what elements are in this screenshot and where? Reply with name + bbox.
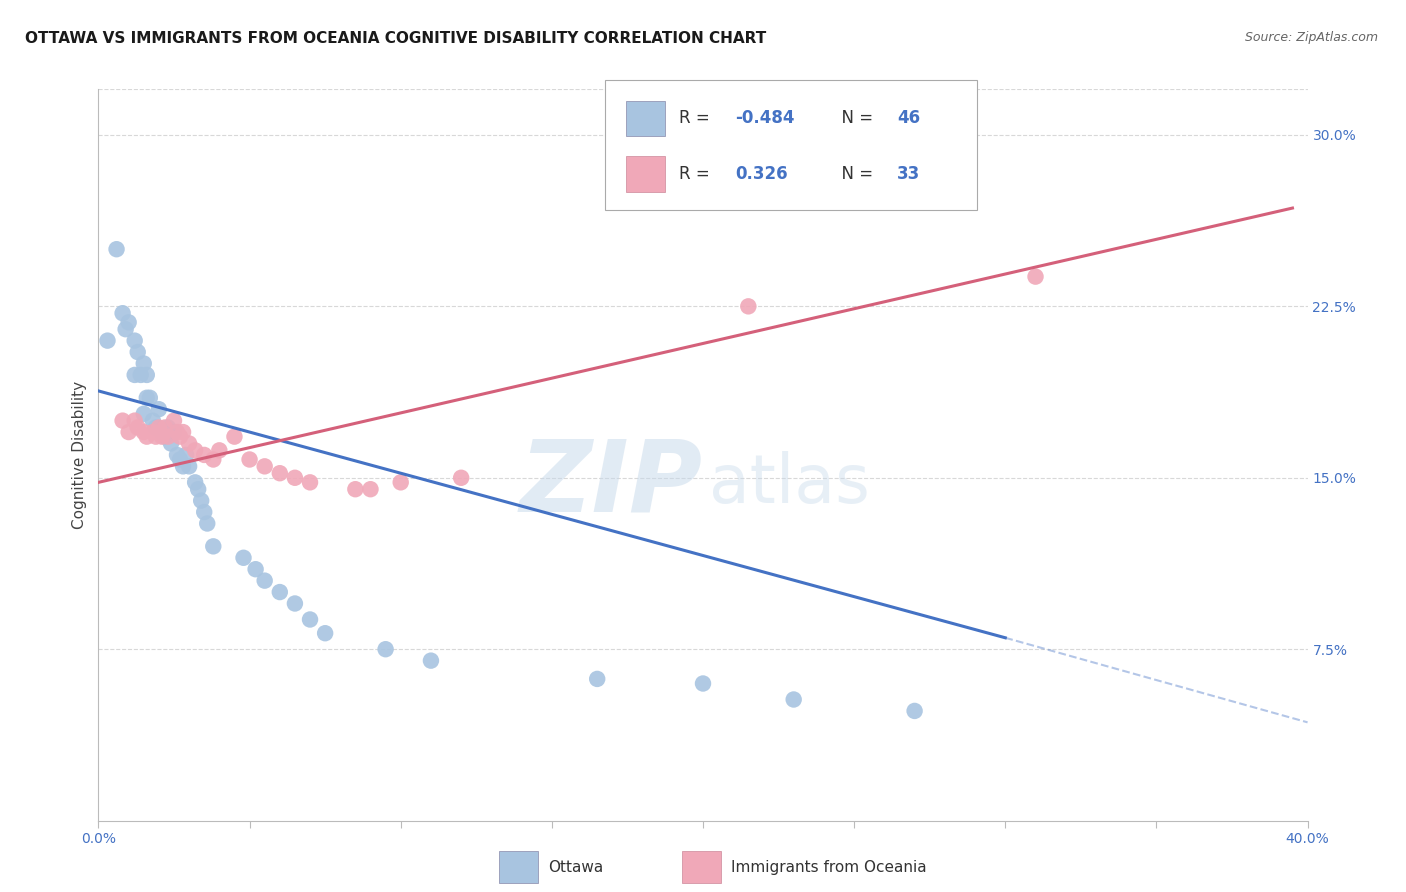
Point bbox=[145, 430, 167, 444]
Point bbox=[586, 672, 609, 686]
Point bbox=[169, 452, 191, 467]
Point bbox=[450, 471, 472, 485]
Point bbox=[179, 436, 201, 450]
Text: 0.326: 0.326 bbox=[735, 165, 787, 183]
Point bbox=[118, 425, 141, 439]
Point bbox=[135, 391, 157, 405]
Point bbox=[187, 482, 209, 496]
Point bbox=[124, 414, 146, 428]
Text: 33: 33 bbox=[897, 165, 921, 183]
Point bbox=[202, 452, 225, 467]
Point bbox=[245, 562, 267, 576]
Text: OTTAWA VS IMMIGRANTS FROM OCEANIA COGNITIVE DISABILITY CORRELATION CHART: OTTAWA VS IMMIGRANTS FROM OCEANIA COGNIT… bbox=[25, 31, 766, 46]
Point bbox=[163, 425, 186, 439]
Point bbox=[253, 459, 276, 474]
Point bbox=[142, 425, 165, 439]
Point bbox=[253, 574, 276, 588]
Point bbox=[105, 242, 128, 256]
Point bbox=[193, 505, 215, 519]
Point bbox=[314, 626, 336, 640]
Point bbox=[174, 448, 197, 462]
Point bbox=[148, 402, 170, 417]
Point bbox=[132, 407, 155, 421]
Point bbox=[96, 334, 118, 348]
Point bbox=[344, 482, 367, 496]
Point bbox=[172, 425, 194, 439]
Point bbox=[118, 315, 141, 329]
Point bbox=[150, 425, 173, 439]
Point bbox=[232, 550, 254, 565]
Text: Ottawa: Ottawa bbox=[548, 860, 603, 874]
Point bbox=[202, 539, 225, 553]
Text: R =: R = bbox=[679, 165, 716, 183]
Point bbox=[153, 420, 176, 434]
Point bbox=[299, 613, 322, 627]
Point bbox=[129, 368, 152, 382]
Point bbox=[420, 654, 443, 668]
Point bbox=[124, 368, 146, 382]
Point bbox=[184, 475, 207, 490]
Y-axis label: Cognitive Disability: Cognitive Disability bbox=[72, 381, 87, 529]
Point bbox=[184, 443, 207, 458]
Point bbox=[783, 692, 806, 706]
Point bbox=[148, 420, 170, 434]
Point bbox=[389, 475, 412, 490]
Point bbox=[169, 430, 191, 444]
Point bbox=[142, 414, 165, 428]
Point bbox=[160, 436, 183, 450]
Point bbox=[195, 516, 218, 531]
Point bbox=[190, 493, 212, 508]
Point bbox=[163, 414, 186, 428]
Point bbox=[135, 430, 157, 444]
Point bbox=[172, 459, 194, 474]
Point bbox=[156, 430, 179, 444]
Point bbox=[135, 368, 157, 382]
Point bbox=[132, 425, 155, 439]
Point bbox=[166, 425, 188, 439]
Text: ZIP: ZIP bbox=[520, 435, 703, 533]
Point bbox=[904, 704, 927, 718]
Point bbox=[239, 452, 262, 467]
Point bbox=[179, 459, 201, 474]
Point bbox=[193, 448, 215, 462]
Point bbox=[224, 430, 246, 444]
Text: 46: 46 bbox=[897, 110, 920, 128]
Point bbox=[692, 676, 714, 690]
Text: -0.484: -0.484 bbox=[735, 110, 794, 128]
Point bbox=[299, 475, 322, 490]
Point bbox=[284, 597, 307, 611]
Point bbox=[269, 585, 291, 599]
Point bbox=[111, 306, 134, 320]
Point bbox=[156, 420, 179, 434]
Text: atlas: atlas bbox=[709, 451, 870, 517]
Text: Source: ZipAtlas.com: Source: ZipAtlas.com bbox=[1244, 31, 1378, 45]
Point bbox=[111, 414, 134, 428]
Point bbox=[114, 322, 136, 336]
Point bbox=[127, 420, 149, 434]
Text: N =: N = bbox=[831, 110, 879, 128]
Text: Immigrants from Oceania: Immigrants from Oceania bbox=[731, 860, 927, 874]
Point bbox=[166, 448, 188, 462]
Point bbox=[127, 345, 149, 359]
Point bbox=[150, 430, 173, 444]
Point bbox=[124, 334, 146, 348]
Point bbox=[1024, 269, 1046, 284]
Point bbox=[269, 467, 291, 481]
Text: R =: R = bbox=[679, 110, 716, 128]
Text: N =: N = bbox=[831, 165, 879, 183]
Point bbox=[208, 443, 231, 458]
Point bbox=[145, 420, 167, 434]
Point bbox=[737, 299, 759, 313]
Point bbox=[132, 356, 155, 371]
Point bbox=[360, 482, 382, 496]
Point bbox=[139, 391, 162, 405]
Point bbox=[284, 471, 307, 485]
Point bbox=[374, 642, 396, 657]
Point bbox=[153, 430, 176, 444]
